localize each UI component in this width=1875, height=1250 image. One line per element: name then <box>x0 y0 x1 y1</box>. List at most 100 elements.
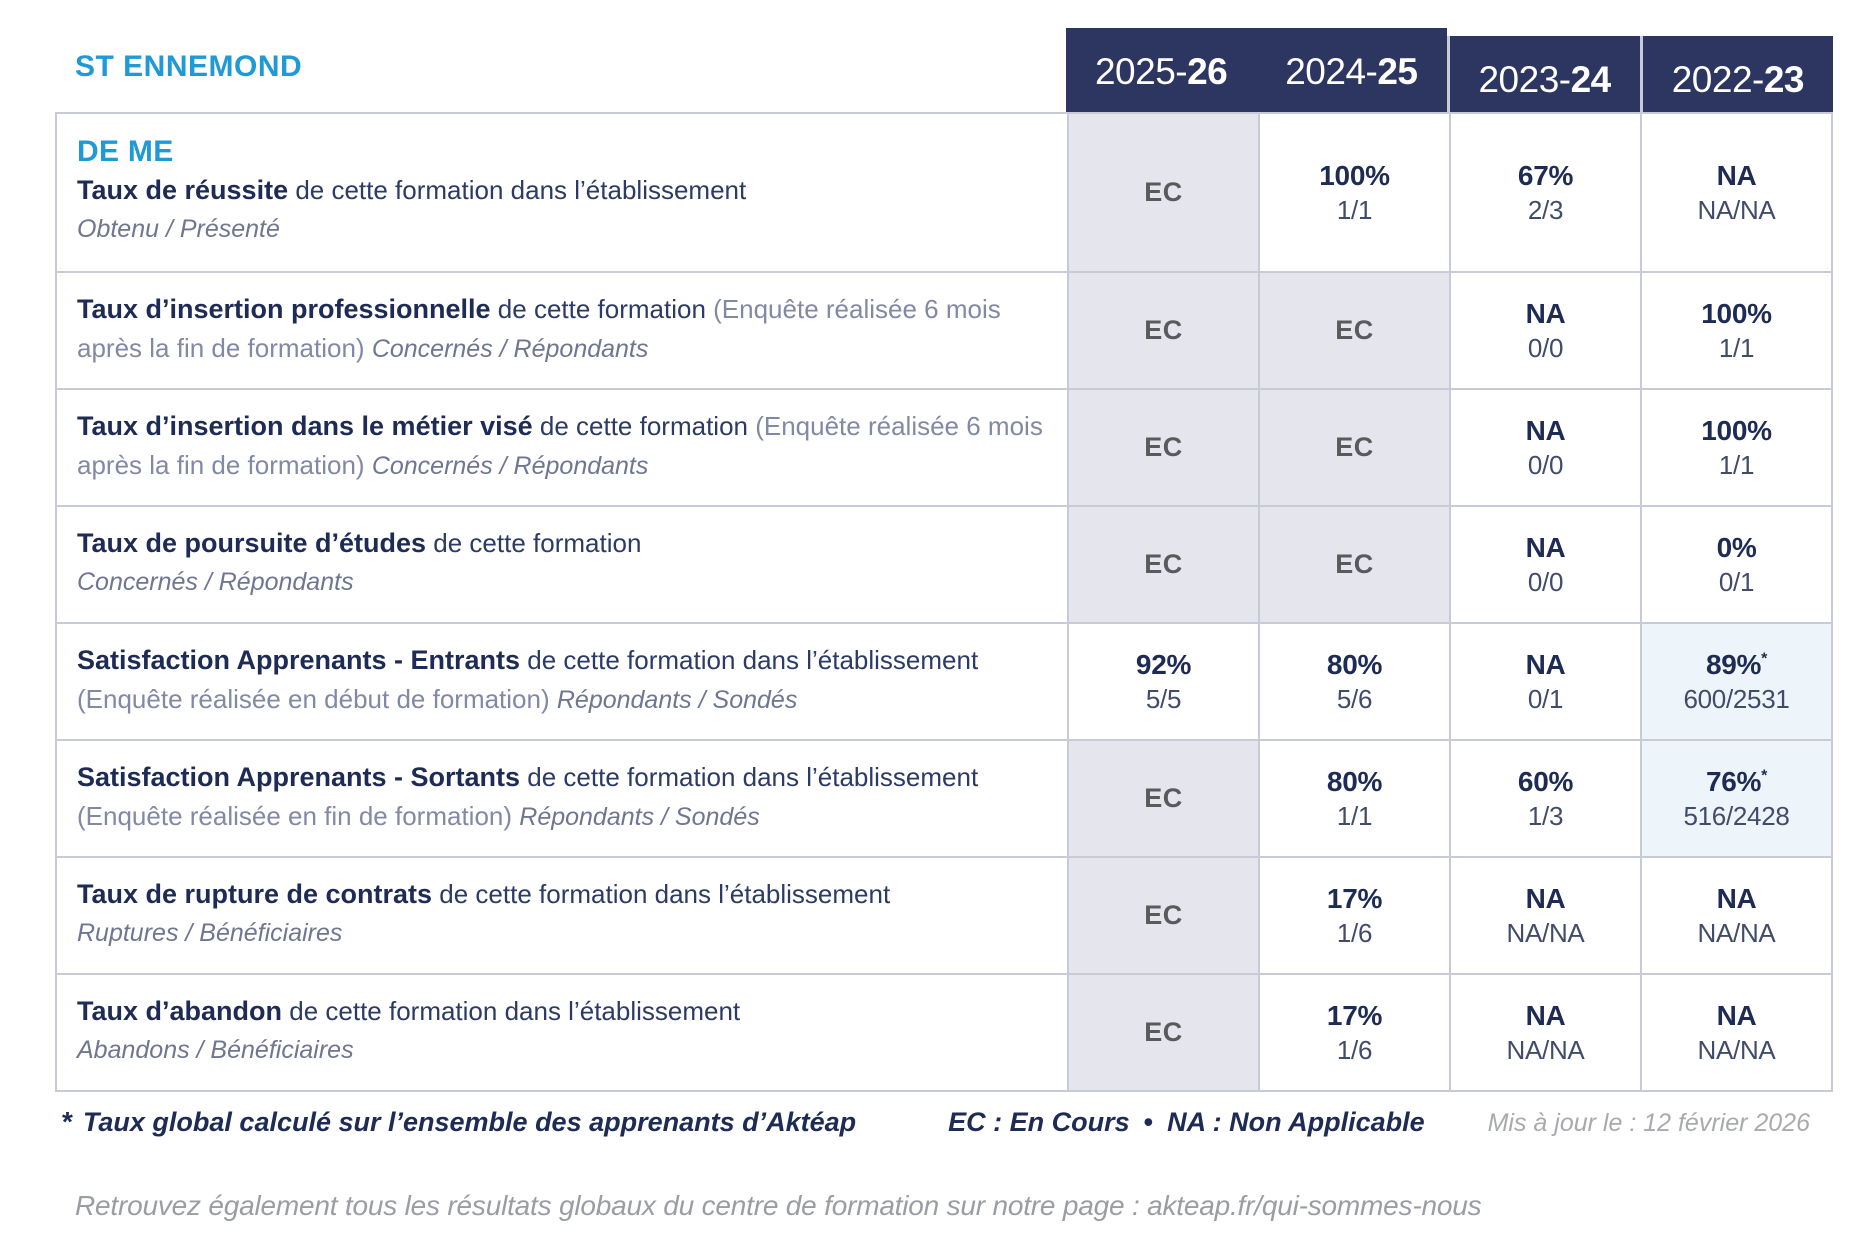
value-main: NA <box>1525 648 1566 680</box>
value-main: EC <box>1144 900 1183 930</box>
value-sub: 0/1 <box>1718 566 1755 597</box>
legend-ec: EC : En Cours <box>948 1107 1130 1137</box>
table-row: Taux de rupture de contrats de cette for… <box>57 856 1831 973</box>
label-segment: de cette formation <box>426 528 642 558</box>
label-segment: Obtenu / Présenté <box>77 215 280 243</box>
label-segment: Concernés / Répondants <box>371 334 649 363</box>
value-cell: 67% 2/3 <box>1449 114 1640 271</box>
results-table: DE ME Taux de réussite de cette formation… <box>55 112 1833 1092</box>
value-sub: 600/2531 <box>1683 683 1790 714</box>
value-cell: 100% 1/1 <box>1640 390 1831 505</box>
year-column-2022-23: 2022- 23 <box>1639 36 1833 124</box>
value-cell: NA 0/0 <box>1449 507 1640 622</box>
value-sub: NA/NA <box>1697 917 1776 948</box>
value-cell: NA 0/1 <box>1449 624 1640 739</box>
label-segment: de cette formation dans l’établissement <box>520 644 979 675</box>
label-segment: (Enquête réalisée en fin de formation) <box>77 800 520 831</box>
value-main: NA <box>1525 882 1566 914</box>
value-cell: EC <box>1067 114 1258 271</box>
value-main: NA <box>1716 882 1757 914</box>
value-sub: 5/6 <box>1336 683 1373 714</box>
value-cell: 80% 1/1 <box>1258 741 1449 856</box>
value-main: NA <box>1525 414 1566 446</box>
value-main: NA <box>1525 999 1566 1031</box>
label-segment: Ruptures / Bénéficiaires <box>77 919 343 947</box>
label-segment: (Enquête réalisée 6 mois après la fin de… <box>77 293 1001 363</box>
row-label: Taux d’insertion dans le métier visé de … <box>57 390 1067 505</box>
footer-line: * Taux global calculé sur l’ensemble des… <box>62 1106 1810 1138</box>
label-segment: Taux de poursuite d’études <box>77 528 427 558</box>
year-header: 2025- 26 2024- 25 2023- 24 2022- 23 <box>1066 28 1833 124</box>
value-cell: 76%* 516/2428 <box>1640 741 1831 856</box>
value-main: EC <box>1144 432 1183 462</box>
value-main: NA <box>1716 159 1757 191</box>
value-cell: EC <box>1067 975 1258 1090</box>
value-cell: 0% 0/1 <box>1640 507 1831 622</box>
label-segment: Concernés / Répondants <box>371 451 649 480</box>
value-main: NA <box>1716 999 1757 1031</box>
updated-date: Mis à jour le : 12 février 2026 <box>1487 1109 1810 1137</box>
value-cell: 89%* 600/2531 <box>1640 624 1831 739</box>
value-main: 100% <box>1319 159 1390 191</box>
value-main: EC <box>1144 177 1183 207</box>
table-row: Satisfaction Apprenants - Entrants de ce… <box>57 622 1831 739</box>
label-segment: Satisfaction Apprenants - Entrants <box>77 644 521 675</box>
value-main: 76%* <box>1705 765 1768 797</box>
value-main: EC <box>1144 549 1183 579</box>
row-label: Satisfaction Apprenants - Sortants de ce… <box>57 741 1067 856</box>
year-column-2024-25: 2024- 25 <box>1256 28 1447 116</box>
value-main: 17% <box>1326 999 1383 1031</box>
table-row: Taux de poursuite d’études de cette form… <box>57 505 1831 622</box>
value-cell: 60% 1/3 <box>1449 741 1640 856</box>
value-cell: NA NA/NA <box>1449 975 1640 1090</box>
value-sub: 516/2428 <box>1683 800 1790 831</box>
label-segment: de cette formation dans l’établissement <box>282 996 741 1026</box>
label-segment: Satisfaction Apprenants - Sortants <box>77 761 521 792</box>
label-segment: Taux d’abandon <box>77 996 283 1026</box>
value-sub: 1/1 <box>1718 332 1755 363</box>
footnote: Taux global calculé sur l’ensemble des a… <box>82 1107 857 1137</box>
value-sub: 1/1 <box>1336 800 1373 831</box>
value-cell: 80% 5/6 <box>1258 624 1449 739</box>
row-label: Satisfaction Apprenants - Entrants de ce… <box>57 624 1067 739</box>
label-segment: Taux d’insertion dans le métier visé <box>77 410 533 441</box>
label-segment: de cette formation <box>490 293 714 324</box>
value-cell: NA NA/NA <box>1449 858 1640 973</box>
value-main: EC <box>1144 315 1183 345</box>
value-main: EC <box>1335 549 1374 579</box>
value-sub: 5/5 <box>1145 683 1182 714</box>
value-main: 67% <box>1517 159 1574 191</box>
value-main: 100% <box>1701 414 1772 446</box>
label-segment: de cette formation dans l’établissement <box>288 175 747 205</box>
value-main: 92% <box>1135 648 1192 680</box>
row-label: Taux de rupture de contrats de cette for… <box>57 858 1067 973</box>
value-sub: 1/6 <box>1336 917 1373 948</box>
program-title: DE ME <box>77 135 174 168</box>
value-main: EC <box>1144 783 1183 813</box>
row-label: Taux de poursuite d’études de cette form… <box>57 507 1067 622</box>
value-main: NA <box>1525 297 1566 329</box>
value-cell: EC <box>1067 273 1258 388</box>
value-cell: EC <box>1258 273 1449 388</box>
row-label: Taux d’insertion professionnelle de cett… <box>57 273 1067 388</box>
value-main: 89%* <box>1705 648 1768 680</box>
label-segment: Taux de réussite <box>77 175 289 205</box>
label-segment: de cette formation <box>532 410 756 441</box>
legend-bullet-icon: • <box>1143 1107 1154 1137</box>
value-cell: 92% 5/5 <box>1067 624 1258 739</box>
value-cell: EC <box>1067 390 1258 505</box>
label-segment: Concernés / Répondants <box>77 568 354 596</box>
table-row: Taux d’abandon de cette formation dans l… <box>57 973 1831 1090</box>
value-sub: 1/1 <box>1718 449 1755 480</box>
value-sub: 0/1 <box>1527 683 1564 714</box>
label-segment: Taux d’insertion professionnelle <box>77 293 491 324</box>
school-title: ST ENNEMOND <box>75 50 303 83</box>
label-segment: de cette formation dans l’établissement <box>432 879 891 909</box>
label-segment: Taux de rupture de contrats <box>77 879 433 909</box>
value-cell: 17% 1/6 <box>1258 975 1449 1090</box>
row-label: DE ME Taux de réussite de cette formation… <box>57 114 1067 271</box>
value-main: 0% <box>1716 531 1757 563</box>
value-cell: NA 0/0 <box>1449 390 1640 505</box>
value-cell: 100% 1/1 <box>1640 273 1831 388</box>
value-main: EC <box>1335 315 1374 345</box>
